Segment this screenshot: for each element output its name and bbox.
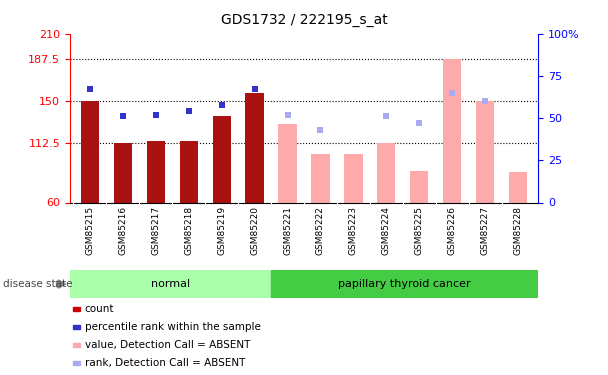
Bar [70, 270, 271, 298]
Text: GSM85220: GSM85220 [250, 206, 259, 255]
Text: GDS1732 / 222195_s_at: GDS1732 / 222195_s_at [221, 13, 387, 27]
Bar [378, 144, 395, 202]
Text: GSM85222: GSM85222 [316, 206, 325, 255]
Text: GSM85221: GSM85221 [283, 206, 292, 255]
Text: GSM85216: GSM85216 [118, 206, 127, 255]
Text: GSM85225: GSM85225 [415, 206, 424, 255]
Text: GSM85228: GSM85228 [514, 206, 523, 255]
Text: GSM85215: GSM85215 [85, 206, 94, 255]
Bar [443, 59, 461, 202]
Text: value, Detection Call = ABSENT: value, Detection Call = ABSENT [85, 340, 250, 350]
Bar [278, 124, 297, 202]
Bar [271, 270, 538, 298]
Bar [510, 172, 527, 202]
Bar [114, 144, 132, 202]
Bar [179, 141, 198, 202]
Text: GSM85218: GSM85218 [184, 206, 193, 255]
Text: normal: normal [151, 279, 190, 289]
Bar [311, 154, 330, 203]
Text: disease state: disease state [3, 279, 72, 289]
Text: GSM85227: GSM85227 [481, 206, 490, 255]
Text: GSM85226: GSM85226 [448, 206, 457, 255]
FancyArrow shape [57, 280, 66, 288]
Text: GSM85224: GSM85224 [382, 206, 391, 255]
Text: percentile rank within the sample: percentile rank within the sample [85, 322, 260, 332]
Text: GSM85219: GSM85219 [217, 206, 226, 255]
Text: GSM85223: GSM85223 [349, 206, 358, 255]
Bar [410, 171, 429, 202]
Text: GSM85217: GSM85217 [151, 206, 160, 255]
Bar [246, 93, 264, 202]
Text: papillary thyroid cancer: papillary thyroid cancer [338, 279, 471, 289]
Bar [476, 101, 494, 202]
Text: rank, Detection Call = ABSENT: rank, Detection Call = ABSENT [85, 358, 245, 368]
Bar [81, 101, 98, 202]
Text: count: count [85, 304, 114, 314]
Bar [344, 154, 362, 203]
Bar [213, 116, 230, 202]
Bar [147, 141, 165, 202]
